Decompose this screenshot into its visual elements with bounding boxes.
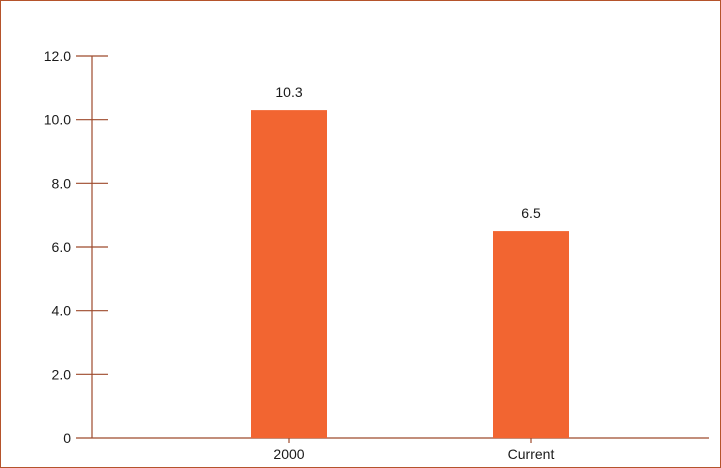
- y-tick-label: 2.0: [52, 366, 72, 382]
- bars: [251, 110, 569, 438]
- x-axis: 2000 Current: [76, 437, 709, 462]
- x-category-label: 2000: [273, 446, 304, 462]
- x-category-label: Current: [508, 446, 555, 462]
- bar-value-label: 10.3: [275, 84, 302, 100]
- bar-2000: [251, 110, 327, 438]
- bar-value-label: 6.5: [521, 205, 541, 221]
- y-tick-label: 0: [63, 430, 71, 446]
- y-axis: 0 2.0 4.0 6.0 8.0 10.0 12.0: [44, 48, 108, 446]
- data-labels: 10.3 6.5: [275, 84, 541, 221]
- y-tick-label: 6.0: [52, 239, 72, 255]
- y-tick-label: 4.0: [52, 303, 72, 319]
- y-tick-label: 10.0: [44, 112, 71, 128]
- y-tick-label: 8.0: [52, 175, 72, 191]
- bar-current: [493, 231, 569, 438]
- y-tick-label: 12.0: [44, 48, 71, 64]
